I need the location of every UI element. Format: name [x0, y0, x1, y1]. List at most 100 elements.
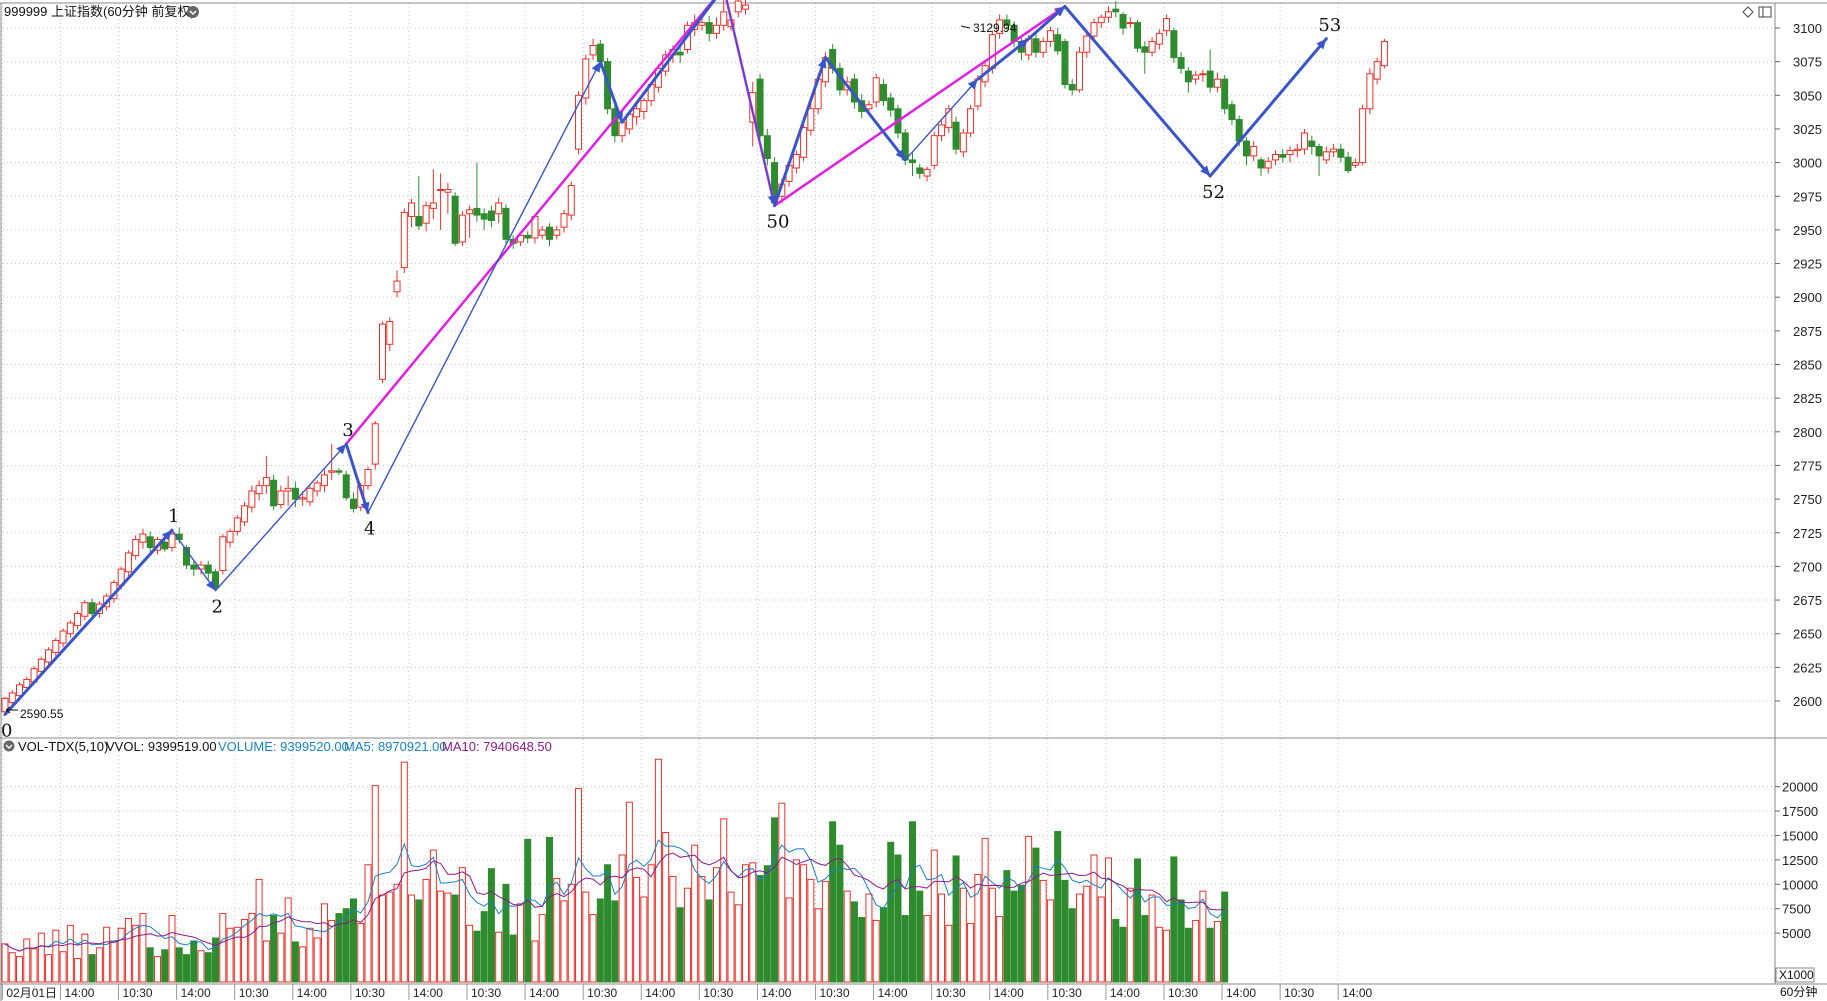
wave-labels: 01234550515253 — [1, 0, 1341, 741]
blue-wave-line — [976, 37, 1031, 81]
price-tick-label: 2950 — [1793, 223, 1822, 238]
volume-bar-down — [1134, 858, 1142, 983]
panel-toggle-icon[interactable] — [1758, 6, 1772, 18]
candle-down — [1061, 40, 1069, 86]
wave-point-label: 2 — [212, 597, 223, 618]
period-label[interactable]: 60分钟 — [1780, 984, 1817, 999]
candle-up — [996, 19, 1004, 34]
candle-down — [415, 215, 423, 227]
ma5-line — [4, 839, 1226, 952]
volume-bar-down — [676, 907, 684, 983]
candle-up — [37, 658, 45, 672]
candle-up — [277, 490, 285, 505]
time-tick-label: 14:00 — [529, 986, 559, 1000]
candle-up — [429, 202, 437, 209]
price-tick-label: 2675 — [1793, 593, 1822, 608]
volume-collapse-icon[interactable] — [3, 740, 15, 752]
volume-bar-up — [8, 952, 16, 983]
volume-bar-down — [1206, 927, 1214, 983]
chevron-down-icon[interactable] — [187, 6, 199, 18]
candle-up — [1097, 16, 1105, 24]
blue-wave-line — [1208, 37, 1328, 178]
volume-bar-down — [909, 821, 916, 983]
price-tick-label: 2975 — [1793, 189, 1822, 204]
candle-up — [139, 533, 147, 543]
volume-bar-up — [647, 864, 655, 983]
candle-up — [320, 474, 328, 487]
candle-up — [1199, 73, 1207, 76]
time-tick-label: 10:30 — [355, 986, 385, 1000]
price-tick-label: 2625 — [1793, 660, 1822, 675]
volume-bar-up — [1090, 854, 1098, 983]
volume-bar-up — [742, 864, 750, 983]
volume-bar-down — [1119, 926, 1127, 983]
volume-bars — [1, 758, 1229, 983]
volume-bar-down — [1010, 890, 1018, 983]
volume-bar-up — [30, 948, 38, 983]
candle-up — [1192, 74, 1200, 80]
volume-bar-down — [487, 868, 495, 983]
volume-tick-label: 7500 — [1782, 902, 1811, 917]
candle-up — [59, 630, 67, 644]
volume-tick-label: 10000 — [1782, 877, 1818, 892]
volume-bar-up — [821, 880, 829, 983]
volume-bar-up — [1097, 896, 1105, 983]
volume-bar-down — [342, 908, 350, 983]
volume-bar-up — [1213, 920, 1221, 983]
candle-up — [8, 692, 16, 703]
volume-bar-up — [219, 913, 227, 983]
volume-bar-up — [153, 956, 161, 983]
volume-bar-down — [524, 838, 532, 983]
candle-down — [1068, 84, 1076, 91]
diamond-icon[interactable] — [1742, 6, 1754, 18]
wave-point-label: 51 — [1057, 0, 1080, 3]
volume-tick-label: 17500 — [1782, 804, 1818, 819]
candle-up — [560, 213, 568, 228]
candle-down — [909, 159, 916, 164]
vol-title: VOL-TDX(5,10) — [18, 739, 108, 754]
candle-up — [1286, 149, 1294, 156]
volume-bar-up — [277, 932, 285, 983]
volume-bar-up — [553, 877, 561, 983]
wave-point-label: 0 — [1, 720, 12, 741]
volume-bar-up — [1105, 857, 1113, 983]
volume-bar-down — [829, 821, 837, 983]
volume-bar-up — [720, 818, 728, 983]
time-tick-label: 14:00 — [1342, 986, 1372, 1000]
volume-tick-label: 5000 — [1782, 926, 1811, 941]
candle-up — [262, 477, 270, 487]
candle-up — [734, 0, 742, 13]
volume-bar-up — [386, 891, 394, 983]
volume-bar-up — [654, 758, 662, 983]
volume-bar-up — [698, 875, 706, 983]
volume-bar-up — [538, 914, 546, 983]
volume-bar-up — [807, 878, 815, 983]
volume-bar-up — [988, 887, 996, 983]
candle-up — [945, 108, 953, 129]
ma10-line — [4, 852, 1225, 952]
price-tick-label: 2850 — [1793, 358, 1822, 373]
volume-bar-up — [37, 932, 45, 983]
volume-bar-up — [996, 916, 1004, 983]
volume-bar-up — [865, 893, 873, 983]
candle-up — [16, 684, 24, 697]
wave-point-label: 53 — [1318, 15, 1341, 36]
blue-wave-line-arrowhead — [1054, 6, 1065, 17]
ma10-value: MA10: 7940648.50 — [442, 739, 552, 754]
volume-bar-down — [190, 940, 198, 983]
blue-wave-line-arrowhead — [817, 57, 827, 69]
candle-up — [1155, 32, 1163, 45]
volume-bar-down — [335, 913, 343, 983]
candle-down — [756, 78, 764, 137]
volume-bar-up — [1075, 893, 1083, 983]
wave-point-label: 3 — [342, 420, 353, 441]
volume-bar-up — [575, 788, 583, 983]
price-tick-label: 2600 — [1793, 694, 1822, 709]
time-tick-label: 14:00 — [878, 986, 908, 1000]
volume-bar-up — [734, 904, 742, 983]
wave-point-label: 50 — [767, 212, 790, 233]
volume-value: VOLUME: 9399520.00 — [218, 739, 349, 754]
candle-up — [393, 280, 401, 293]
volume-bar-up — [197, 950, 205, 983]
candle-down — [1257, 159, 1265, 169]
